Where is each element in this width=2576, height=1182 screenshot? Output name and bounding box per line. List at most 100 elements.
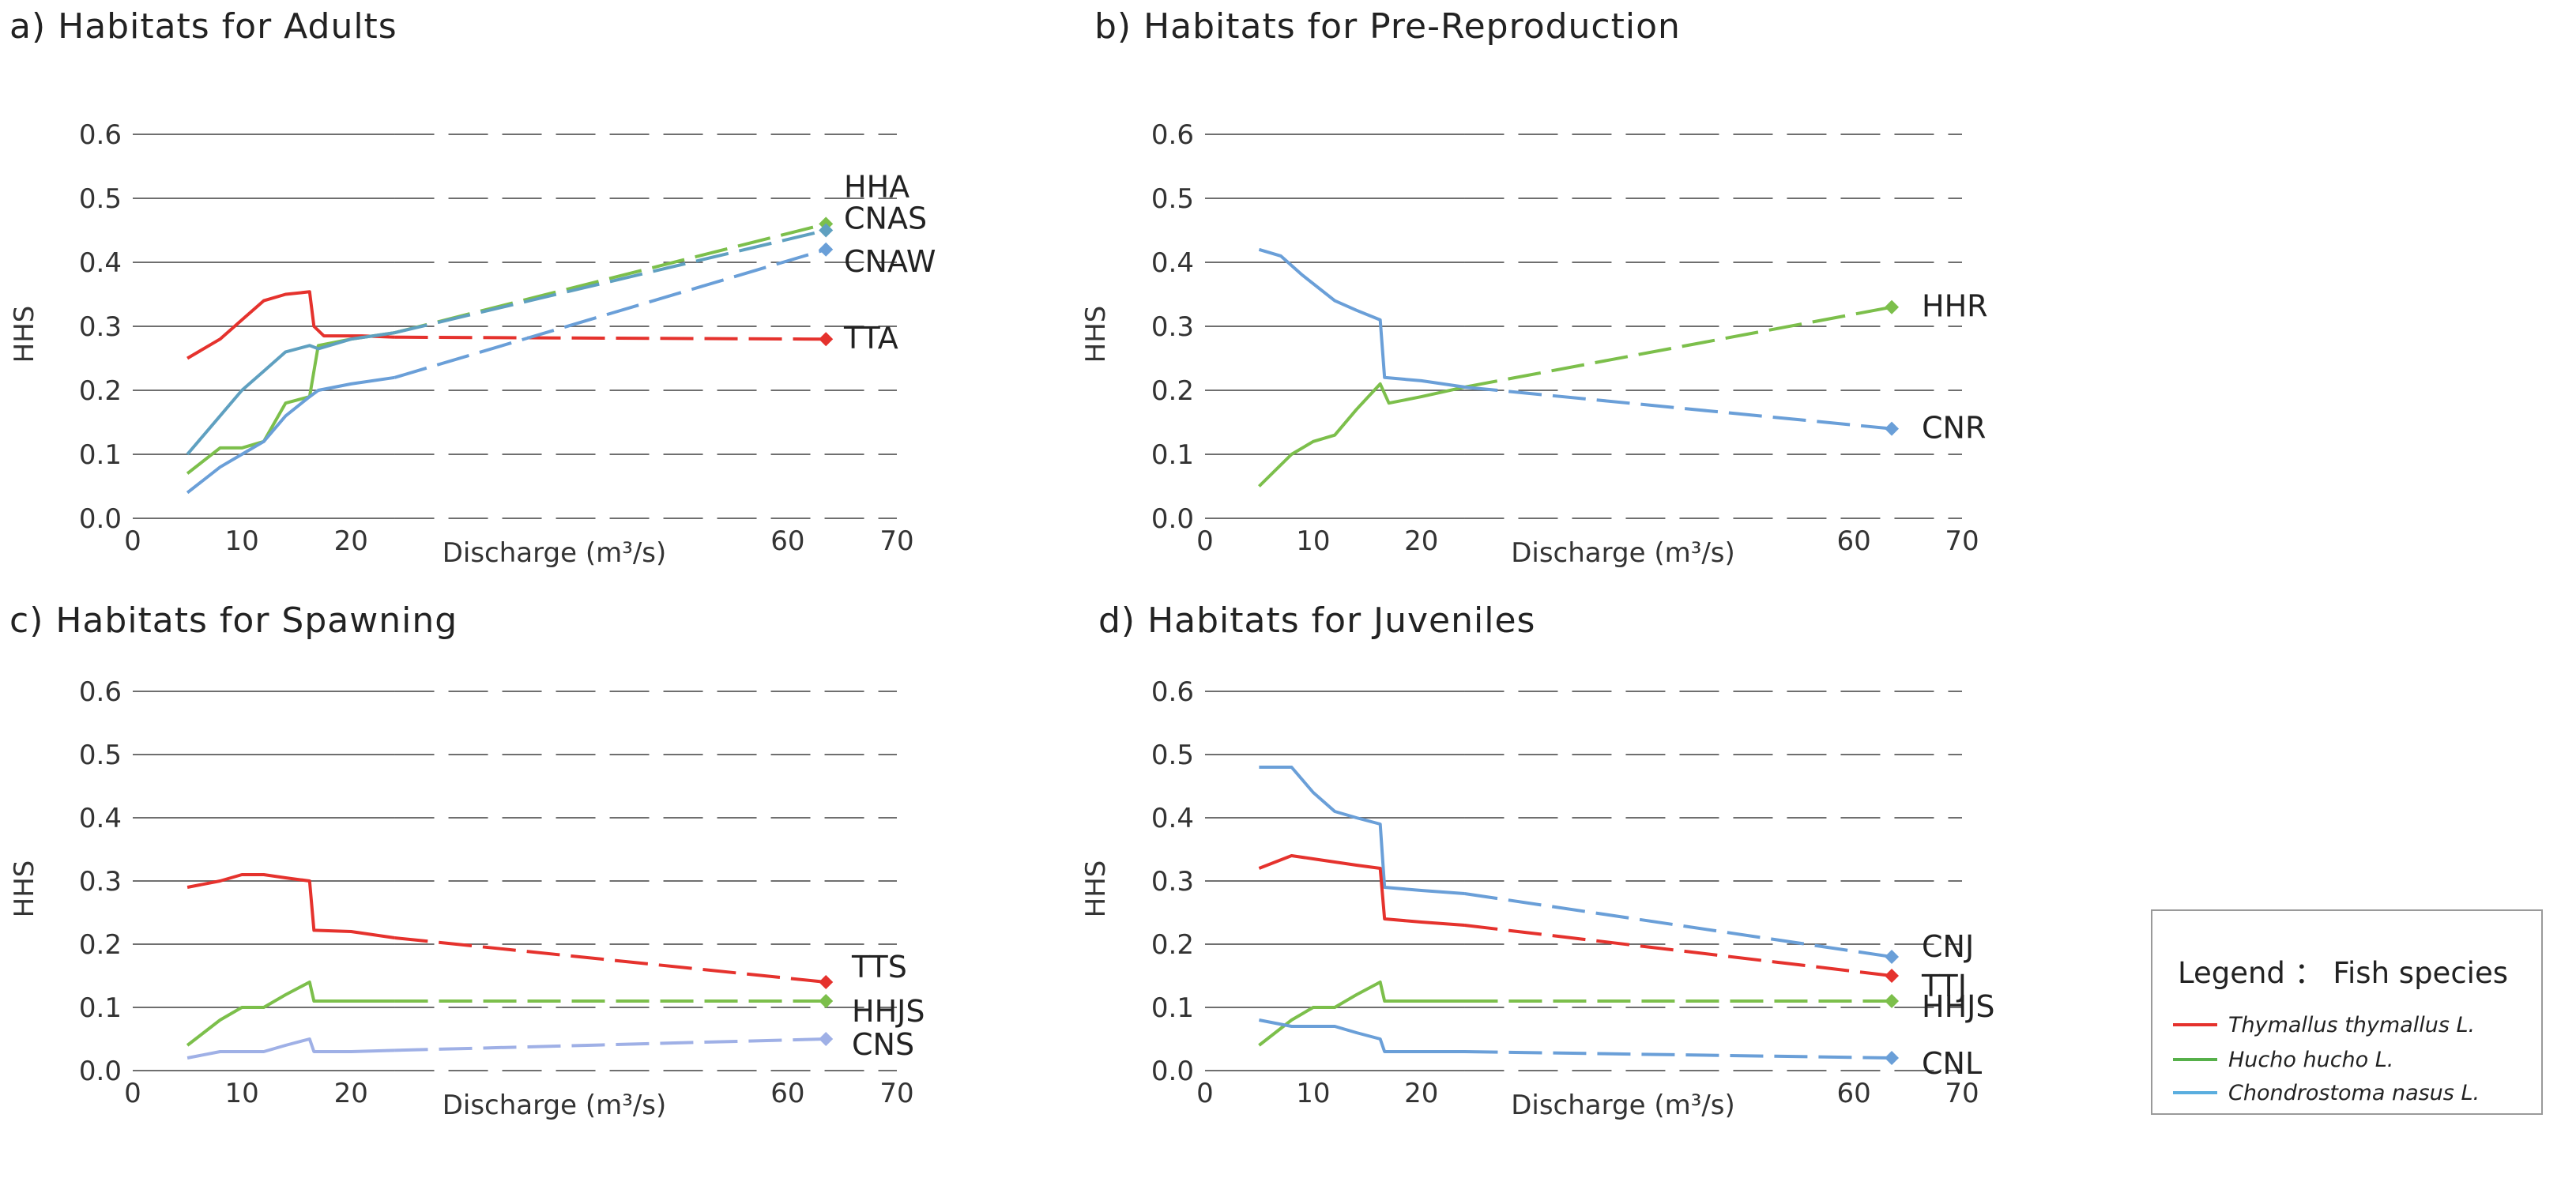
series-endpoint-hhjs: [1885, 994, 1900, 1008]
x-tick-label: 20: [1404, 1078, 1438, 1109]
y-tick-label: 0.5: [1151, 183, 1194, 215]
series-endpoint-hhjs: [819, 994, 834, 1008]
series-end-label: TTA: [843, 321, 898, 356]
y-tick-label: 0.6: [1151, 119, 1194, 151]
series-line-hhjs: [1258, 981, 1465, 1047]
y-tick-label: 0.0: [1151, 1056, 1194, 1087]
y-axis-label: HHS: [1080, 860, 1112, 918]
series-dashed-tts: [394, 936, 827, 984]
series-end-label: CNAW: [844, 244, 936, 279]
x-tick-label: 60: [1837, 1078, 1871, 1109]
series-line-tts: [186, 873, 395, 939]
series-dashed-cnr: [1464, 385, 1892, 431]
x-tick-label: 70: [879, 525, 913, 557]
series-end-label: CNJ: [1922, 929, 1974, 964]
series-end-label: HHJS: [1922, 989, 1994, 1024]
x-axis-label: Discharge (m³/s): [443, 1090, 667, 1121]
series-line-cnl: [1259, 1018, 1465, 1053]
series-line-cnr: [1258, 247, 1465, 389]
legend-swatch-green: [2173, 1058, 2217, 1061]
legend-item-hucho: Hucho hucho L.: [2173, 1044, 2393, 1075]
series-line-hhjs: [186, 981, 395, 1047]
series-end-label: TTS: [851, 950, 907, 984]
y-tick-label: 0.3: [1151, 866, 1194, 898]
y-tick-label: 0.2: [1151, 375, 1194, 407]
y-tick-label: 0.1: [79, 439, 122, 471]
series-endpoint-cnj: [1885, 950, 1900, 964]
legend-swatch-blue: [2173, 1091, 2217, 1094]
series-endpoint-cnas: [819, 223, 834, 238]
series-endpoint-cnaw: [819, 242, 834, 257]
series-line-ttj: [1258, 854, 1465, 927]
series-dashed-cnj: [1464, 892, 1892, 958]
y-tick-label: 0.2: [79, 375, 122, 407]
series-dashed-cns: [394, 1037, 827, 1052]
y-tick-label: 0.4: [1151, 803, 1194, 834]
x-axis-label: Discharge (m³/s): [1511, 537, 1735, 569]
series-end-label: CNS: [852, 1027, 914, 1062]
y-tick-label: 0.6: [79, 676, 122, 708]
y-tick-label: 0.1: [1151, 992, 1194, 1024]
series-dashed-cnl: [1464, 1050, 1892, 1060]
x-axis-label: Discharge (m³/s): [1511, 1090, 1735, 1121]
x-tick-label: 0: [1196, 1078, 1214, 1109]
x-tick-label: 0: [124, 1078, 141, 1109]
x-tick-label: 10: [225, 1078, 259, 1109]
y-tick-label: 0.4: [79, 247, 122, 279]
y-tick-label: 0.4: [1151, 247, 1194, 279]
legend-item-chondrostoma: Chondrostoma nasus L.: [2173, 1077, 2480, 1109]
series-endpoint-tta: [819, 332, 834, 347]
x-tick-label: 10: [1296, 525, 1330, 557]
x-tick-label: 0: [124, 525, 141, 557]
series-endpoint-cnl: [1885, 1051, 1900, 1065]
legend-swatch-red: [2173, 1023, 2217, 1026]
y-axis-label: HHS: [9, 860, 40, 918]
x-tick-label: 70: [1945, 525, 1979, 557]
series-dashed-tta: [394, 335, 827, 341]
y-tick-label: 0.3: [79, 866, 122, 898]
series-end-label: HHR: [1922, 289, 1988, 324]
legend-label: Hucho hucho L.: [2228, 1047, 2394, 1072]
series-line-hha: [186, 331, 395, 475]
y-tick-label: 0.0: [1151, 503, 1194, 535]
y-tick-label: 0.5: [79, 183, 122, 215]
series-endpoint-cns: [819, 1032, 834, 1046]
x-tick-label: 10: [1296, 1078, 1330, 1109]
series-line-cns: [186, 1037, 395, 1060]
series-line-cnaw: [186, 375, 395, 495]
x-tick-label: 20: [1404, 525, 1438, 557]
y-tick-label: 0.5: [1151, 740, 1194, 771]
x-axis-label: Discharge (m³/s): [443, 537, 667, 569]
panel-a-title: a) Habitats for Adults: [9, 6, 397, 47]
series-line-cnas: [186, 331, 395, 456]
x-tick-label: 60: [1837, 525, 1871, 557]
series-dashed-cnaw: [394, 247, 827, 379]
x-tick-label: 60: [770, 525, 804, 557]
legend-label: Thymallus thymallus L.: [2228, 1012, 2476, 1037]
series-endpoint-ttj: [1885, 969, 1900, 983]
y-tick-label: 0.1: [79, 992, 122, 1024]
y-axis-label: HHS: [1080, 306, 1112, 363]
y-axis-label: HHS: [9, 306, 40, 363]
series-dashed-ttj: [1464, 924, 1892, 977]
y-tick-label: 0.6: [79, 119, 122, 151]
series-endpoint-hhr: [1885, 299, 1900, 314]
x-tick-label: 0: [1196, 525, 1214, 557]
x-tick-label: 60: [770, 1078, 804, 1109]
x-tick-label: 20: [334, 1078, 368, 1109]
x-tick-label: 70: [1945, 1078, 1979, 1109]
y-tick-label: 0.5: [79, 740, 122, 771]
series-end-label: CNL: [1922, 1046, 1982, 1081]
legend-title: Legend ： Fish species: [2178, 956, 2508, 990]
x-tick-label: 20: [334, 525, 368, 557]
series-endpoint-cnr: [1885, 421, 1900, 436]
y-tick-label: 0.3: [79, 311, 122, 343]
legend-label: Chondrostoma nasus L.: [2228, 1080, 2480, 1105]
x-tick-label: 10: [225, 525, 259, 557]
x-tick-label: 70: [879, 1078, 913, 1109]
y-tick-label: 0.1: [1151, 439, 1194, 471]
series-dashed-cnas: [394, 228, 827, 335]
series-end-label: CNR: [1922, 411, 1986, 446]
y-tick-label: 0.6: [1151, 676, 1194, 708]
